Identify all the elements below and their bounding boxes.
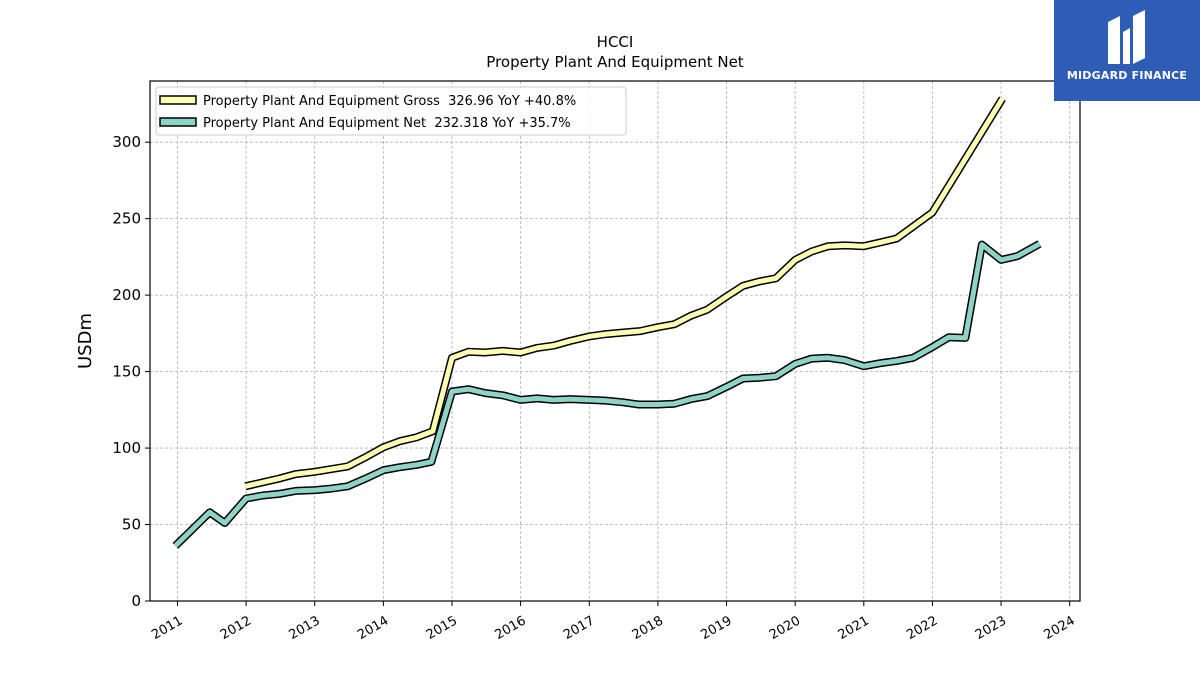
y-tick-label: 250: [112, 210, 141, 228]
legend-swatch-1: [159, 95, 197, 105]
x-tick-label: 2020: [767, 613, 803, 643]
x-tick-label: 2011: [149, 613, 185, 643]
x-tick-label: 2024: [1042, 613, 1078, 643]
y-axis-label: USDm: [75, 313, 96, 369]
x-tick-label: 2021: [836, 613, 872, 643]
series-line-1: [244, 97, 1005, 489]
y-tick-label: 0: [131, 592, 141, 610]
grid: [150, 81, 1080, 602]
x-tick-label: 2018: [630, 613, 666, 643]
y-tick-label: 50: [122, 516, 141, 534]
x-tick-label: 2012: [218, 613, 254, 643]
y-tick-label: 300: [112, 133, 141, 151]
logo-text: MIDGARD FINANCE: [1066, 69, 1188, 82]
legend-box: [155, 86, 627, 136]
plot-frame: [149, 80, 1081, 602]
y-tick-label: 100: [112, 439, 141, 457]
chart-subtitle: Property Plant And Equipment Net: [486, 53, 743, 71]
logo-mark-icon: [1108, 10, 1145, 64]
legend-swatch-2: [159, 117, 197, 127]
legend-label-2: Property Plant And Equipment Net 232.318…: [203, 116, 571, 131]
x-tick-label: 2022: [904, 613, 940, 643]
legend: Property Plant And Equipment Gross 326.9…: [155, 86, 627, 136]
series-outline-1: [244, 96, 1006, 491]
x-tick-label: 2014: [355, 613, 391, 643]
x-tick-label: 2015: [424, 613, 460, 643]
x-tick-label: 2016: [492, 613, 528, 643]
y-tick-label: 150: [112, 363, 141, 381]
x-tick-label: 2023: [973, 613, 1009, 643]
legend-label-1: Property Plant And Equipment Gross 326.9…: [203, 94, 576, 109]
series-line-2: [173, 241, 1041, 548]
x-tick-label: 2013: [287, 613, 323, 643]
x-tick-label: 2017: [561, 613, 597, 643]
series-outline-2: [172, 240, 1042, 549]
y-tick-label: 200: [112, 286, 141, 304]
chart-title: HCCI: [597, 33, 634, 51]
x-tick-label: 2019: [698, 613, 734, 643]
midgard-finance-logo: MIDGARD FINANCE: [1054, 0, 1200, 101]
series-lines: [172, 96, 1042, 549]
